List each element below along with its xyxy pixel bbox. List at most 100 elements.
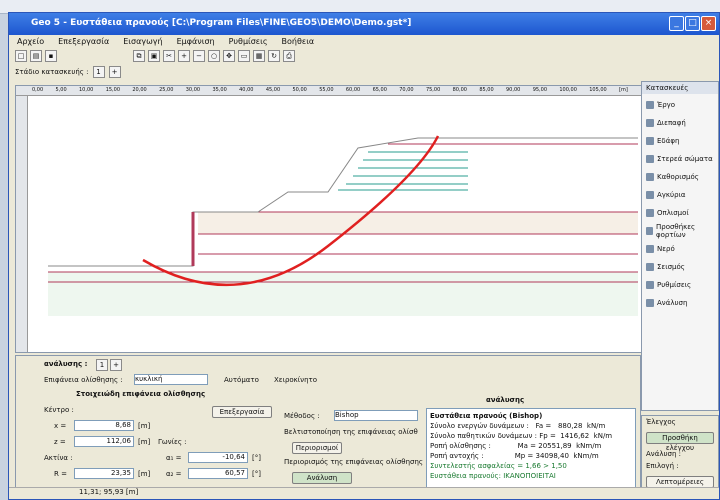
save-icon[interactable]: ▪ [45,50,57,62]
method-label: Μέθοδος : [284,412,320,420]
title-bar: Geo 5 - Ευστάθεια πρανούς [C:\Program Fi… [9,13,719,35]
ruler-tick: 10,00 [79,87,94,93]
zoom-fit-icon[interactable]: ○ [208,50,220,62]
edit-button[interactable]: Επεξεργασία [212,406,272,418]
grid-icon[interactable]: ▦ [253,50,265,62]
ruler-tick: 40,00 [239,87,254,93]
slope-drawing [48,135,638,316]
sidebar-item[interactable]: Στερεά σώματα [646,152,718,166]
sidebar-item[interactable]: Καθορισμός [646,170,718,184]
sidebar-item-label: Ρυθμίσεις [657,281,692,289]
menu-view[interactable]: Εμφάνιση [176,36,215,46]
sidebar-item-icon [646,209,654,217]
ruler-tick: 60,00 [345,87,361,93]
window-title: Geo 5 - Ευστάθεια πρανούς [C:\Program Fi… [31,18,412,28]
ruler-tick: 15,00 [105,87,121,93]
z-label: z = [54,438,66,446]
sidebar-item-label: Νερό [657,245,675,253]
check-analysis-label: Ανάλυση : [646,450,681,458]
ruler-tick: 0,00 [32,87,44,93]
sidebar-item-label: Καθορισμός [657,173,699,181]
sidebar-item[interactable]: Σεισμός [646,260,718,274]
optimize-checkbox[interactable]: Βελτιστοποίηση της επιφάνειας ολίσθ [284,428,418,436]
sidebar-item-icon [646,101,654,109]
open-file-icon[interactable]: ▤ [30,50,42,62]
coords-readout: 11,31; 95,93 [m] [79,488,139,496]
stage-add-button[interactable]: + [108,66,121,78]
sidebar-item[interactable]: Εδάφη [646,134,718,148]
analysis-tab-1[interactable]: 1 [96,359,108,371]
maximize-button[interactable]: □ [685,16,700,31]
sidebar-item[interactable]: Διεπαφή [646,116,718,130]
sidebar-item[interactable]: Αγκύρια [646,188,718,202]
sidebar-item[interactable]: Ρυθμίσεις [646,278,718,292]
z-field[interactable]: 112,06 [74,436,134,447]
manual-radio[interactable]: Χειροκίνητο [274,376,318,384]
r-field[interactable]: 23,35 [74,468,134,479]
sidebar-item-icon [646,299,654,307]
view-icon[interactable]: ▭ [238,50,250,62]
check-title: Έλεγχος [646,418,676,426]
analysis-tab-add[interactable]: + [110,359,122,371]
surface-label: Επιφάνεια ολίσθησης : [44,376,123,384]
ruler-tick: 5,00 [55,87,67,93]
sidebar-item-label: Έργο [657,101,676,109]
status-bar: 11,31; 95,93 [m] [9,487,719,499]
close-button[interactable]: × [701,16,716,31]
print-icon[interactable]: ⎙ [283,50,295,62]
ruler-tick: 80,00 [452,87,467,93]
copy-icon[interactable]: ⧉ [133,50,145,62]
sidebar-item-label: Στερεά σώματα [657,155,713,163]
sidebar-item[interactable]: Προσθήκες φορτίων [646,223,718,239]
ruler-tick: 100,00 [559,87,577,93]
r-label: R = [54,470,67,478]
soil-layer-bottom [48,272,638,316]
sidebar-item[interactable]: Έργο [646,98,718,112]
sidebar-item[interactable]: Νερό [646,242,718,256]
sidebar-item-icon [646,137,654,145]
menu-file[interactable]: Αρχείο [17,36,45,46]
menu-help[interactable]: Βοήθεια [281,36,315,46]
restrictions-button[interactable]: Περιορισμοί [292,442,342,454]
rotate-icon[interactable]: ↻ [268,50,280,62]
results-line: Ευστάθεια πρανούς: ΙΚΑΝΟΠΟΙΕΙΤΑΙ [430,472,556,480]
cut-icon[interactable]: ✂ [163,50,175,62]
ruler-tick: 20,00 [132,87,147,93]
menu-input[interactable]: Εισαγωγή [123,36,163,46]
minimize-button[interactable]: _ [669,16,684,31]
surface-select[interactable]: κυκλική [134,374,208,385]
stage-1-button[interactable]: 1 [92,66,105,78]
restrict-checkbox[interactable]: Περιορισμός της επιφάνειας ολίσθησης [284,458,423,466]
auto-radio[interactable]: Αυτόματο [224,376,259,384]
pan-icon[interactable]: ✥ [223,50,235,62]
analyze-button[interactable]: Ανάλυση [292,472,352,484]
a2-field[interactable]: 60,57 [188,468,248,479]
add-check-button[interactable]: Προσθήκη ελέγχου [646,432,714,452]
soil-layer-embankment [198,212,638,234]
sidebar-item-icon [646,227,653,235]
x-field[interactable]: 8,68 [74,420,134,431]
ruler-tick: 45,00 [265,87,281,93]
a1-field[interactable]: -10,64 [188,452,248,463]
zoom-out-icon[interactable]: − [193,50,205,62]
ruler-unit: [m] [619,87,628,93]
z-unit: [m] [138,438,151,446]
zoom-in-icon[interactable]: + [178,50,190,62]
sidebar-item-label: Προσθήκες φορτίων [655,223,696,239]
results-line: Συντελεστής ασφαλείας = 1,66 > 1,50 [430,462,567,470]
sidebar-item[interactable]: Ανάλυση [646,296,718,310]
sidebar-item-icon [646,263,654,271]
method-select[interactable]: Bishop [334,410,418,421]
ruler-tick: 25,00 [159,87,174,93]
menu-settings[interactable]: Ρυθμίσεις [228,36,268,46]
paste-icon[interactable]: ▣ [148,50,160,62]
sidebar-item-label: Αγκύρια [657,191,686,199]
menu-edit[interactable]: Επεξεργασία [58,36,110,46]
stage-bar: Στάδιο κατασκευής : 1 + [9,65,639,79]
drawing-canvas[interactable]: 0,00 5,00 10,00 15,00 20,00 25,00 30,00 35,00 40… [15,85,643,353]
new-file-icon[interactable]: □ [15,50,27,62]
results-title: Ευστάθεια πρανούς (Bishop) [430,412,543,420]
sidebar-item[interactable]: Οπλισμοί [646,206,718,220]
geo-reinforcement [338,151,468,191]
sidebar-item-icon [646,155,654,163]
